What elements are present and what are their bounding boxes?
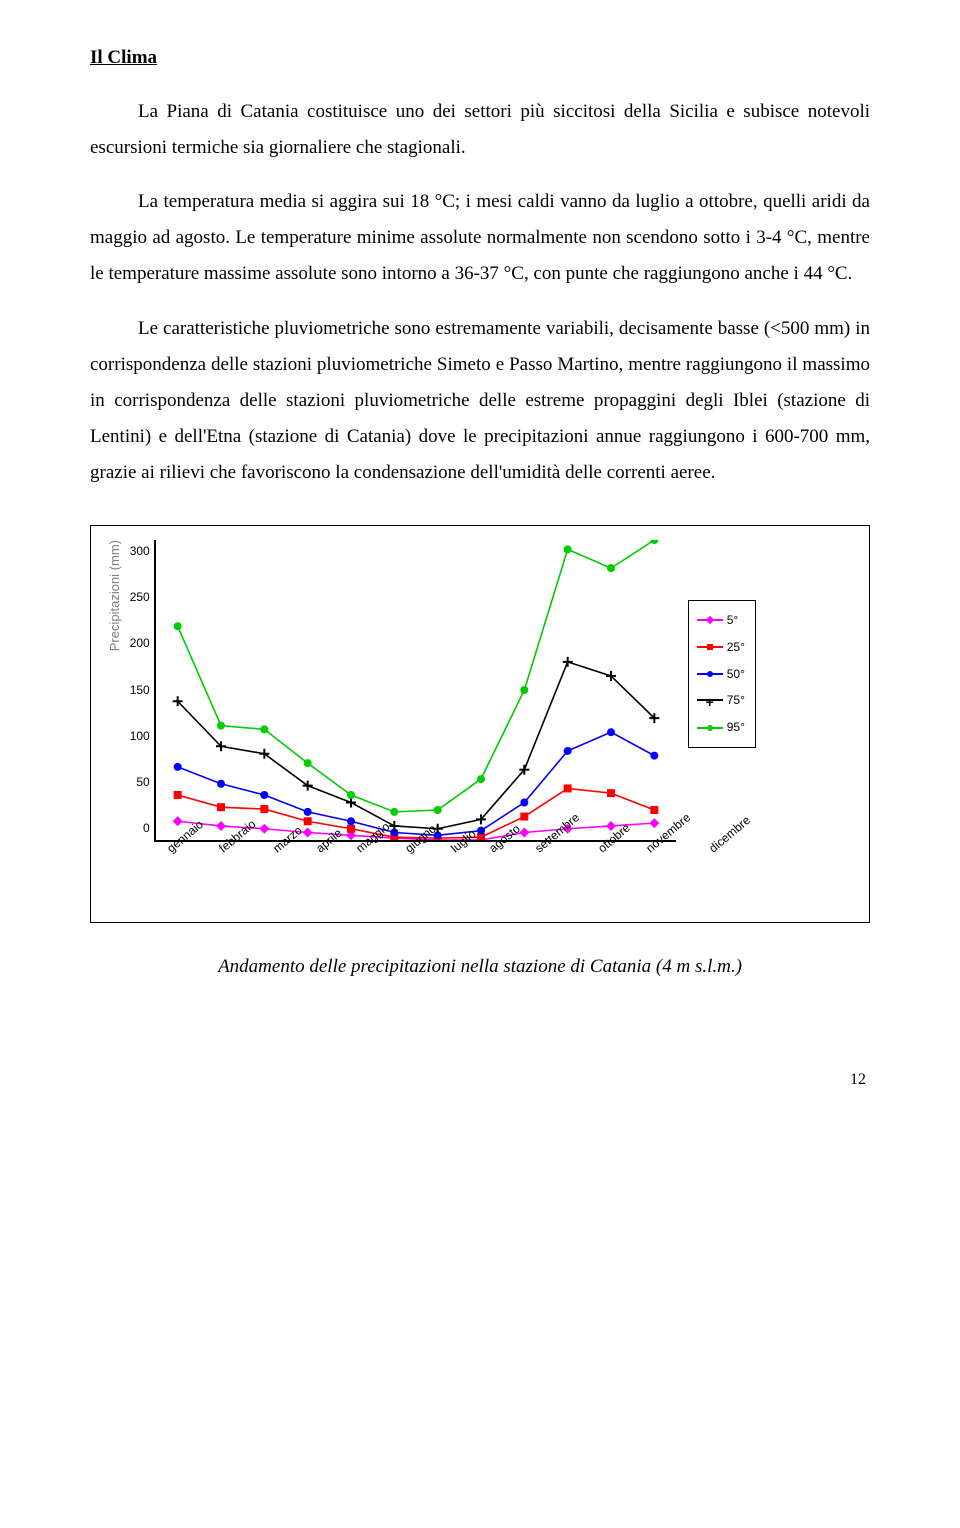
y-tick-label: 150 — [130, 679, 150, 702]
y-tick-label: 0 — [143, 817, 150, 840]
legend-label: 25° — [727, 636, 745, 659]
legend-label: 95° — [727, 716, 745, 739]
y-axis-label: Precipitazioni (mm) — [101, 540, 130, 681]
legend-item: 95° — [697, 714, 745, 741]
paragraph-3: Le caratteristiche pluviometriche sono e… — [90, 311, 870, 491]
chart-legend: 5° 25° 50°+75° 95° — [688, 600, 756, 748]
precipitation-chart: Precipitazioni (mm) 300 250 200 150 100 50 0 g… — [90, 525, 870, 923]
chart-plot — [154, 540, 676, 842]
chart-area: Precipitazioni (mm) 300 250 200 150 100 50 0 g… — [101, 540, 676, 912]
x-tick-label: dicembre — [696, 810, 783, 897]
legend-label: 50° — [727, 663, 745, 686]
y-tick-label: 250 — [130, 586, 150, 609]
y-tick-label: 200 — [130, 632, 150, 655]
y-tick-label: 50 — [136, 771, 149, 794]
paragraph-2: La temperatura media si aggira sui 18 °C… — [90, 184, 870, 292]
x-axis-ticks: gennaiofebbraiomarzoaprilemaggiogiugnolu… — [154, 842, 674, 912]
y-tick-label: 100 — [130, 725, 150, 748]
legend-item: 50° — [697, 661, 745, 688]
section-heading: Il Clima — [90, 40, 870, 76]
y-axis-ticks: 300 250 200 150 100 50 0 — [130, 540, 154, 840]
series-line — [177, 540, 654, 812]
legend-label: 75° — [727, 689, 745, 712]
series-line — [177, 662, 654, 829]
paragraph-1: La Piana di Catania costituisce uno dei … — [90, 94, 870, 166]
legend-item: 5° — [697, 607, 745, 634]
legend-item: 25° — [697, 634, 745, 661]
page-number: 12 — [90, 1065, 870, 1095]
chart-caption: Andamento delle precipitazioni nella sta… — [90, 949, 870, 985]
y-tick-label: 300 — [130, 540, 150, 563]
legend-item: +75° — [697, 687, 745, 714]
legend-label: 5° — [727, 609, 738, 632]
